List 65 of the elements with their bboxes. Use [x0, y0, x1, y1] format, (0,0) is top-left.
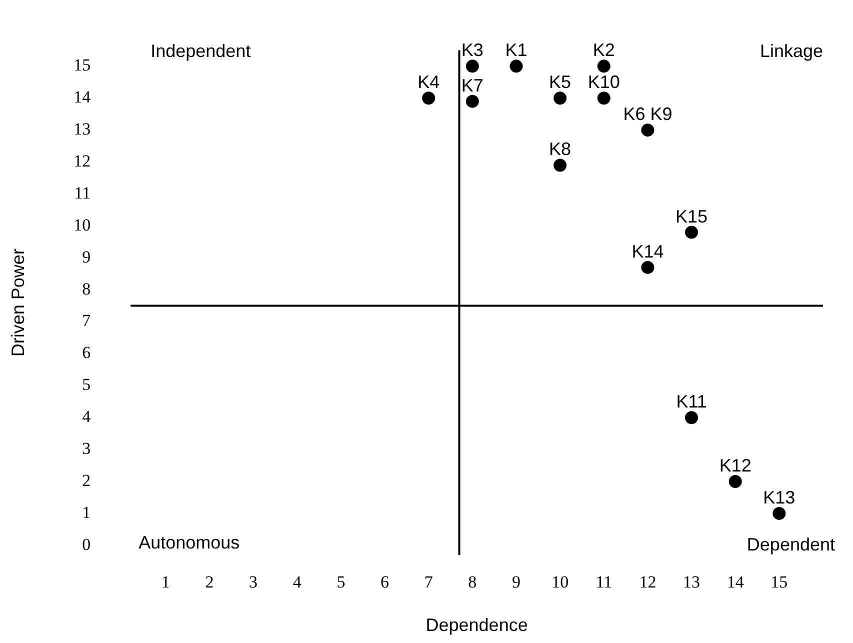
point	[597, 60, 610, 73]
x-tick-label: 11	[596, 572, 612, 592]
y-tick-label: 3	[82, 439, 91, 458]
y-tick-label: 10	[74, 215, 91, 234]
annotation: K4	[418, 72, 440, 92]
annotation: K15	[676, 206, 708, 226]
point	[466, 94, 479, 108]
annotation: K8	[549, 139, 572, 160]
annotation: Autonomous	[138, 532, 240, 552]
annotation: K6 K9	[623, 104, 672, 124]
x-tick-label: 10	[552, 572, 569, 592]
y-tick-label: 5	[82, 375, 91, 394]
y-axis-title: Driven Power	[8, 248, 28, 357]
y-tick-label: 9	[82, 247, 91, 266]
point	[728, 475, 742, 488]
y-tick-label: 8	[82, 279, 91, 298]
annotation: K2	[592, 40, 615, 60]
point	[685, 411, 698, 424]
annotation: K1	[505, 40, 528, 60]
y-tick-label: 4	[82, 407, 92, 426]
annotation: K7	[461, 75, 484, 96]
x-tick-label: 14	[726, 572, 744, 592]
x-tick-label: 3	[249, 572, 258, 592]
x-tick-label: 2	[205, 572, 214, 592]
y-tick-label: 0	[82, 534, 91, 554]
x-tick-label: 13	[683, 572, 700, 592]
x-tick-label: 9	[512, 572, 520, 592]
point	[685, 226, 698, 239]
annotation: Linkage	[760, 41, 823, 62]
y-tick-label: 13	[74, 120, 91, 139]
point	[466, 60, 479, 73]
x-axis-title: Dependence	[426, 615, 528, 636]
point	[772, 506, 786, 520]
annotation: K12	[719, 455, 752, 476]
x-tick-label: 8	[468, 572, 477, 592]
annotation: K13	[763, 487, 796, 508]
annotation: K14	[632, 241, 664, 262]
annotation: K11	[676, 392, 707, 412]
x-tick-label: 5	[336, 572, 346, 592]
y-tick-label: 2	[82, 470, 91, 490]
x-tick-label: 1	[161, 572, 170, 592]
point	[554, 92, 567, 105]
point	[641, 124, 654, 137]
x-tick-label: 4	[292, 572, 302, 592]
point	[554, 158, 567, 172]
y-tick-label: 11	[74, 183, 91, 202]
point	[597, 92, 610, 105]
x-tick-label: 7	[424, 572, 434, 592]
y-tick-label: 12	[74, 151, 91, 170]
y-tick-label: 7	[82, 311, 92, 330]
point	[510, 60, 523, 73]
y-tick-label: 1	[82, 502, 91, 522]
annotation: K5	[549, 72, 572, 92]
annotation: K10	[588, 72, 620, 92]
annotation: Dependent	[746, 534, 835, 554]
annotation: Independent	[150, 41, 251, 62]
point	[641, 260, 654, 274]
x-tick-label: 15	[770, 572, 788, 592]
point	[422, 92, 436, 105]
y-tick-label: 15	[74, 56, 91, 75]
y-tick-label: 14	[74, 88, 92, 107]
y-tick-label: 6	[82, 343, 91, 362]
x-tick-label: 6	[380, 572, 390, 592]
annotation: K3	[461, 40, 484, 60]
x-tick-label: 12	[639, 572, 656, 592]
